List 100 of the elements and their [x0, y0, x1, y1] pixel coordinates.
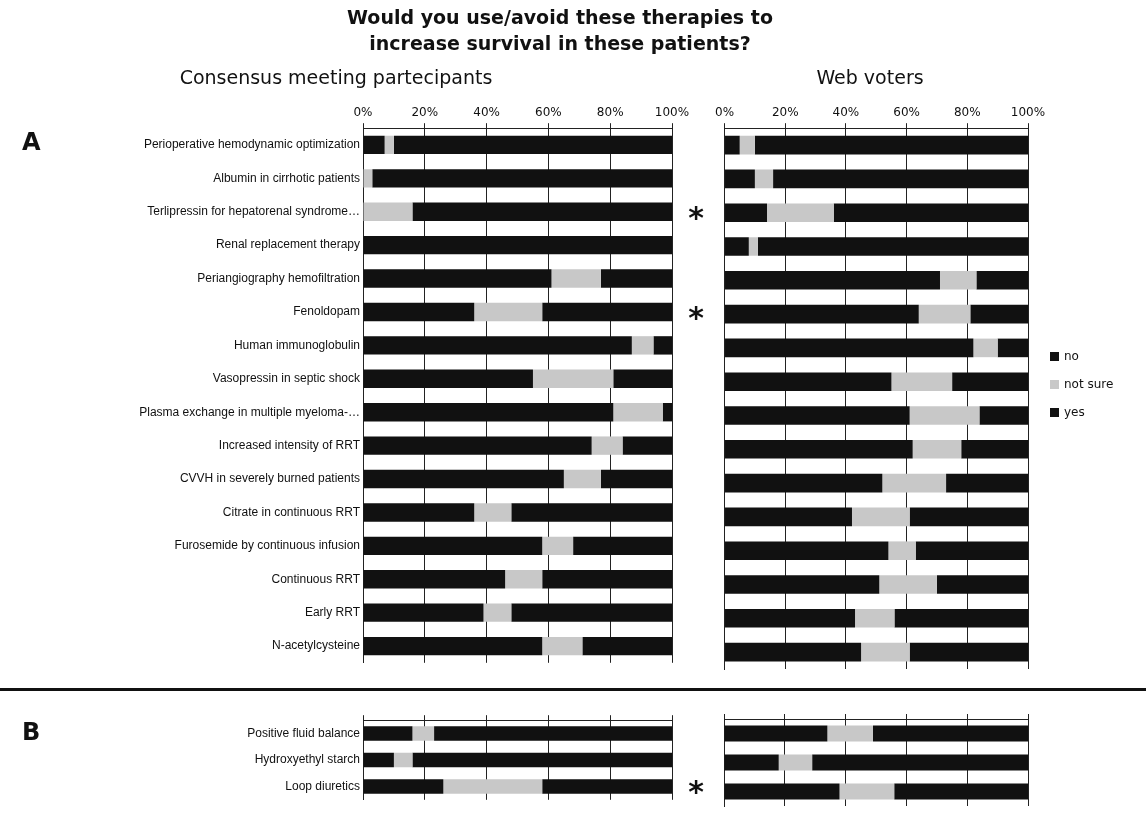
bar	[725, 237, 749, 256]
x-tick-label: 20%	[771, 105, 799, 120]
bar	[363, 469, 564, 489]
x-tick-label: 80%	[953, 105, 981, 120]
y-tick-label: CVVH in severely burned patients	[179, 471, 360, 486]
y-tick-label: Albumin in cirrhotic patients	[213, 170, 360, 185]
bar	[939, 271, 977, 290]
text: A	[22, 128, 41, 157]
bar	[833, 203, 1028, 222]
bar	[563, 469, 601, 489]
bar	[725, 271, 940, 290]
y-tick-label: Fenoldopam	[293, 304, 360, 319]
bar	[997, 338, 1028, 358]
y-tick-label: Continuous RRT	[271, 571, 361, 586]
bar	[812, 754, 1028, 771]
bar	[363, 636, 543, 656]
bar	[582, 636, 672, 656]
chart-subtitle: Web voters	[816, 66, 924, 89]
bar	[872, 725, 1028, 742]
bar	[725, 304, 919, 324]
bar	[363, 336, 632, 355]
bar	[724, 783, 840, 800]
bar	[474, 503, 512, 522]
bar	[754, 135, 1028, 155]
bar	[412, 752, 672, 768]
bar	[979, 406, 1028, 425]
bar	[363, 202, 413, 221]
bar	[918, 304, 971, 324]
bar	[542, 636, 583, 656]
x-tick-label: 40%	[832, 105, 860, 120]
y-tick-label: Plasma exchange in multiple myeloma-…	[139, 404, 360, 419]
y-tick-label: Citrate in continuous RRT	[222, 504, 361, 519]
x-tick-label: 0%	[353, 105, 373, 120]
bar	[773, 169, 1028, 189]
bar	[725, 575, 880, 594]
bar	[363, 779, 444, 794]
legend-label: no	[1064, 348, 1079, 363]
bar	[725, 406, 910, 425]
bar	[622, 436, 672, 455]
bar	[739, 135, 755, 155]
bar	[393, 752, 413, 768]
y-tick-label: Vasopressin in septic shock	[212, 371, 361, 386]
bar	[363, 135, 385, 155]
bar	[725, 169, 755, 189]
bar	[542, 302, 672, 322]
bar	[600, 469, 672, 489]
bar	[662, 403, 672, 422]
text: *	[688, 774, 705, 810]
bar	[888, 541, 916, 560]
bar	[511, 603, 672, 622]
bar	[725, 203, 768, 222]
bar	[511, 503, 672, 522]
x-tick-label: 40%	[473, 105, 500, 120]
bar	[725, 440, 913, 459]
bar	[474, 302, 543, 322]
x-tick-label: 100%	[1010, 105, 1046, 120]
legend-label: not sure	[1064, 376, 1114, 391]
bar	[363, 302, 475, 322]
y-tick-label: Increased intensity of RRT	[218, 437, 361, 452]
bar	[725, 372, 892, 391]
y-tick-label: Perioperative hemodynamic optimization	[143, 137, 360, 152]
bar	[532, 369, 614, 388]
bar	[412, 202, 672, 221]
bar	[861, 642, 910, 662]
bar	[363, 603, 484, 622]
bar	[973, 338, 998, 358]
bar	[882, 473, 947, 493]
x-tick-label: 100%	[654, 105, 690, 120]
bar	[483, 603, 512, 622]
text: *	[688, 299, 705, 335]
bar	[952, 372, 1028, 391]
x-tick-label: 60%	[893, 105, 920, 120]
legend-label: yes	[1064, 404, 1085, 419]
bar	[363, 726, 413, 741]
bar	[363, 503, 475, 522]
bar	[724, 754, 779, 771]
bar	[591, 436, 623, 455]
bar	[363, 369, 533, 388]
bar	[724, 725, 828, 742]
x-tick-label: 0%	[715, 105, 735, 120]
bar	[434, 726, 672, 741]
bar	[613, 403, 663, 422]
bar	[725, 541, 889, 560]
bar	[909, 642, 1028, 662]
text: *	[688, 199, 705, 235]
y-tick-label: Human immunoglobulin	[233, 337, 360, 352]
bar	[363, 235, 672, 255]
bar	[946, 473, 1028, 493]
bar	[891, 372, 953, 391]
bar	[961, 440, 1028, 459]
chart-subtitle: Consensus meeting partecipants	[179, 66, 493, 89]
bar	[613, 369, 672, 388]
y-tick-label: Positive fluid balance	[247, 725, 361, 740]
bar	[443, 779, 543, 794]
bar	[363, 403, 614, 422]
bar	[851, 507, 910, 527]
bar	[725, 609, 856, 628]
y-tick-label: Early RRT	[304, 604, 361, 619]
bar	[976, 271, 1028, 290]
y-tick-label: Furosemide by continuous infusion	[174, 538, 360, 553]
